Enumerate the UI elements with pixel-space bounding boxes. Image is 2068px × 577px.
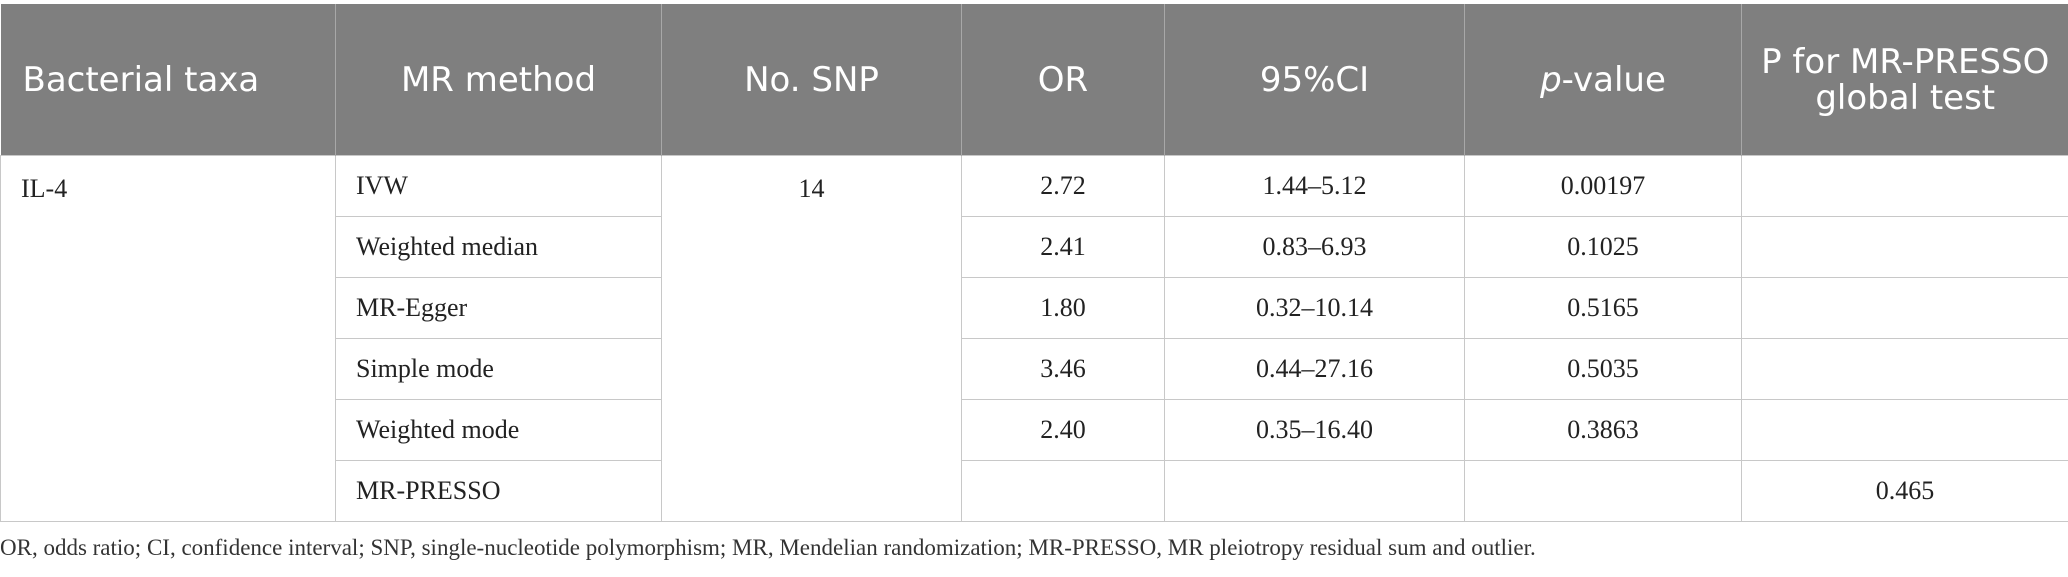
taxon-cell: IL-4 [0,155,336,522]
header-row: Bacterial taxa MR method No. SNP OR 95%C… [0,4,2068,156]
table-row: MR-PRESSO 0.465 [1,460,2068,522]
results-table-container: Bacterial taxa MR method No. SNP OR 95%C… [0,4,2068,522]
table-row: Simple mode 3.46 0.44–27.16 0.5035 [1,338,2068,400]
method-cell: IVW [335,155,662,217]
or-cell [961,460,1165,522]
p-value-cell: 0.5035 [1464,338,1742,400]
mr-results-table: Bacterial taxa MR method No. SNP OR 95%C… [0,4,2068,522]
table-row: IL-4 IVW 14 2.72 1.44–5.12 0.00197 [0,155,2068,522]
p-value-cell: 0.5165 [1464,277,1742,339]
or-cell: 2.40 [961,399,1165,461]
ci-cell: 0.83–6.93 [1164,216,1465,278]
presso-cell [1741,155,2068,217]
presso-cell: 0.465 [1741,460,2068,522]
presso-cell [1741,216,2068,278]
header-p-italic: p [1540,59,1562,100]
or-cell: 2.72 [961,155,1165,217]
table-row: MR-Egger 1.80 0.32–10.14 0.5165 [1,277,2068,339]
p-value-cell: 0.1025 [1464,216,1742,278]
method-cell: MR-PRESSO [335,460,662,522]
p-value-cell [1464,460,1742,522]
presso-cell [1741,338,2068,400]
method-cell: Weighted mode [335,399,662,461]
header-mr-method: MR method [335,4,662,156]
presso-cell [1741,399,2068,461]
header-95ci: 95%CI [1164,4,1465,156]
method-cell: Simple mode [335,338,662,400]
table-header: Bacterial taxa MR method No. SNP OR 95%C… [0,4,2068,156]
ci-cell: 0.44–27.16 [1164,338,1465,400]
header-no-snp: No. SNP [661,4,962,156]
header-bacterial-taxa: Bacterial taxa [0,4,336,156]
table-body: IL-4 IVW 14 2.72 1.44–5.12 0.00197 Weigh… [0,155,2068,522]
p-value-cell: 0.00197 [1464,155,1742,217]
method-cell: Weighted median [335,216,662,278]
snp-count-cell: 14 [661,155,962,522]
or-cell: 2.41 [961,216,1165,278]
ci-cell: 0.32–10.14 [1164,277,1465,339]
header-p-suffix: -value [1561,59,1666,100]
ci-cell [1164,460,1465,522]
ci-cell: 0.35–16.40 [1164,399,1465,461]
method-cell: MR-Egger [335,277,662,339]
table-footnote: OR, odds ratio; CI, confidence interval;… [0,535,1536,560]
or-cell: 1.80 [961,277,1165,339]
header-p-value: p-value [1464,4,1742,156]
ci-cell: 1.44–5.12 [1164,155,1465,217]
or-cell: 3.46 [961,338,1165,400]
header-or: OR [961,4,1165,156]
table-row: Weighted mode 2.40 0.35–16.40 0.3863 [1,399,2068,461]
presso-cell [1741,277,2068,339]
p-value-cell: 0.3863 [1464,399,1742,461]
header-mr-presso-global-test: P for MR-PRESSO global test [1741,4,2068,156]
